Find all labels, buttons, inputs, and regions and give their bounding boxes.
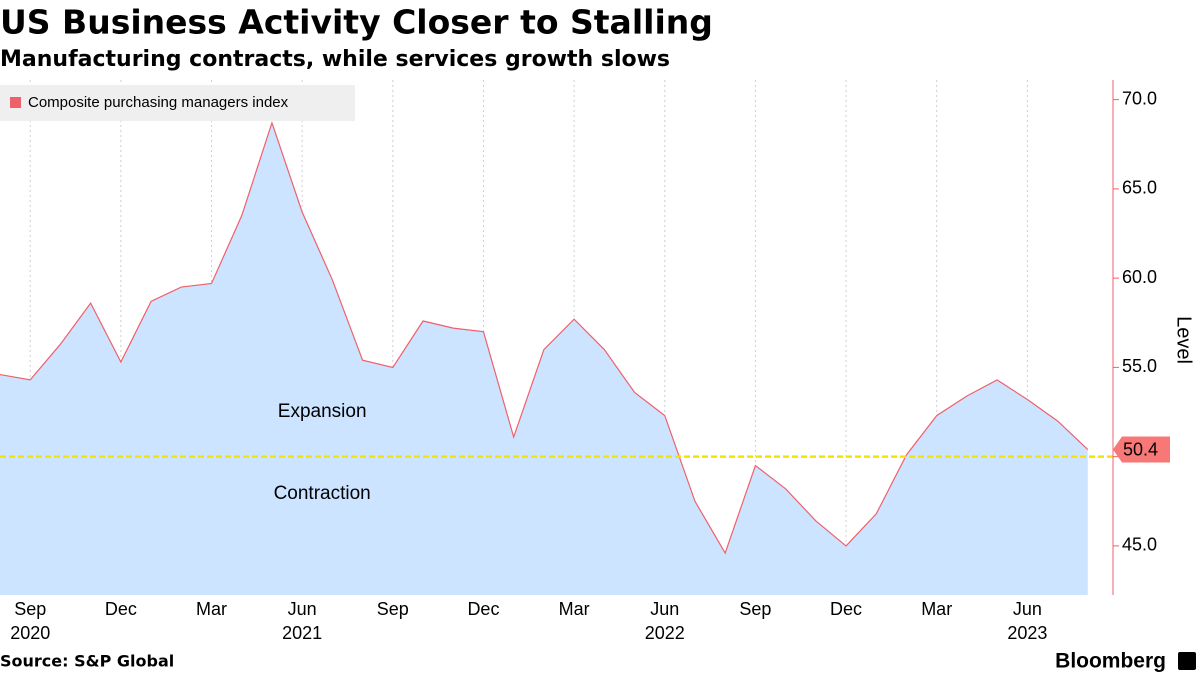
x-tick-label: Dec — [830, 599, 862, 619]
y-tick-label: 70.0 — [1122, 88, 1157, 108]
x-year-label: 2020 — [10, 623, 50, 643]
x-tick-label: Jun — [1013, 599, 1042, 619]
value-badge — [1113, 436, 1170, 463]
x-tick-label: Jun — [288, 599, 317, 619]
y-tick-label: 60.0 — [1122, 267, 1157, 287]
area — [0, 122, 1088, 595]
value-label: 50.4 — [1123, 439, 1158, 459]
x-year-label: 2022 — [645, 623, 685, 643]
x-tick-label: Sep — [14, 599, 46, 619]
x-tick-label: Mar — [559, 599, 590, 619]
x-tick-label: Mar — [196, 599, 227, 619]
line — [0, 120, 1089, 555]
legend-label: Composite purchasing managers index — [28, 94, 289, 111]
x-tick-label: Jun — [650, 599, 679, 619]
x-tick-label: Sep — [377, 599, 409, 619]
source: Source: S&P Global — [0, 652, 174, 671]
annotation: Expansion — [278, 401, 367, 422]
y-tick-label: 45.0 — [1122, 535, 1157, 555]
y-axis-label: Level — [1173, 316, 1195, 364]
annotation: Contraction — [274, 483, 371, 504]
brand: Bloomberg — [1055, 650, 1166, 673]
legend-swatch — [10, 97, 21, 108]
brand-icon — [1178, 652, 1196, 670]
x-tick-label: Dec — [105, 599, 137, 619]
x-year-label: 2023 — [1007, 623, 1047, 643]
x-tick-label: Mar — [921, 599, 952, 619]
y-tick-label: 55.0 — [1122, 356, 1157, 376]
legend-box — [0, 85, 355, 121]
x-year-label: 2021 — [282, 623, 322, 643]
y-tick-label: 65.0 — [1122, 178, 1157, 198]
chart-subtitle: Manufacturing contracts, while services … — [0, 47, 670, 72]
x-tick-label: Dec — [467, 599, 499, 619]
x-tick-label: Sep — [739, 599, 771, 619]
chart-title: US Business Activity Closer to Stalling — [0, 3, 713, 42]
